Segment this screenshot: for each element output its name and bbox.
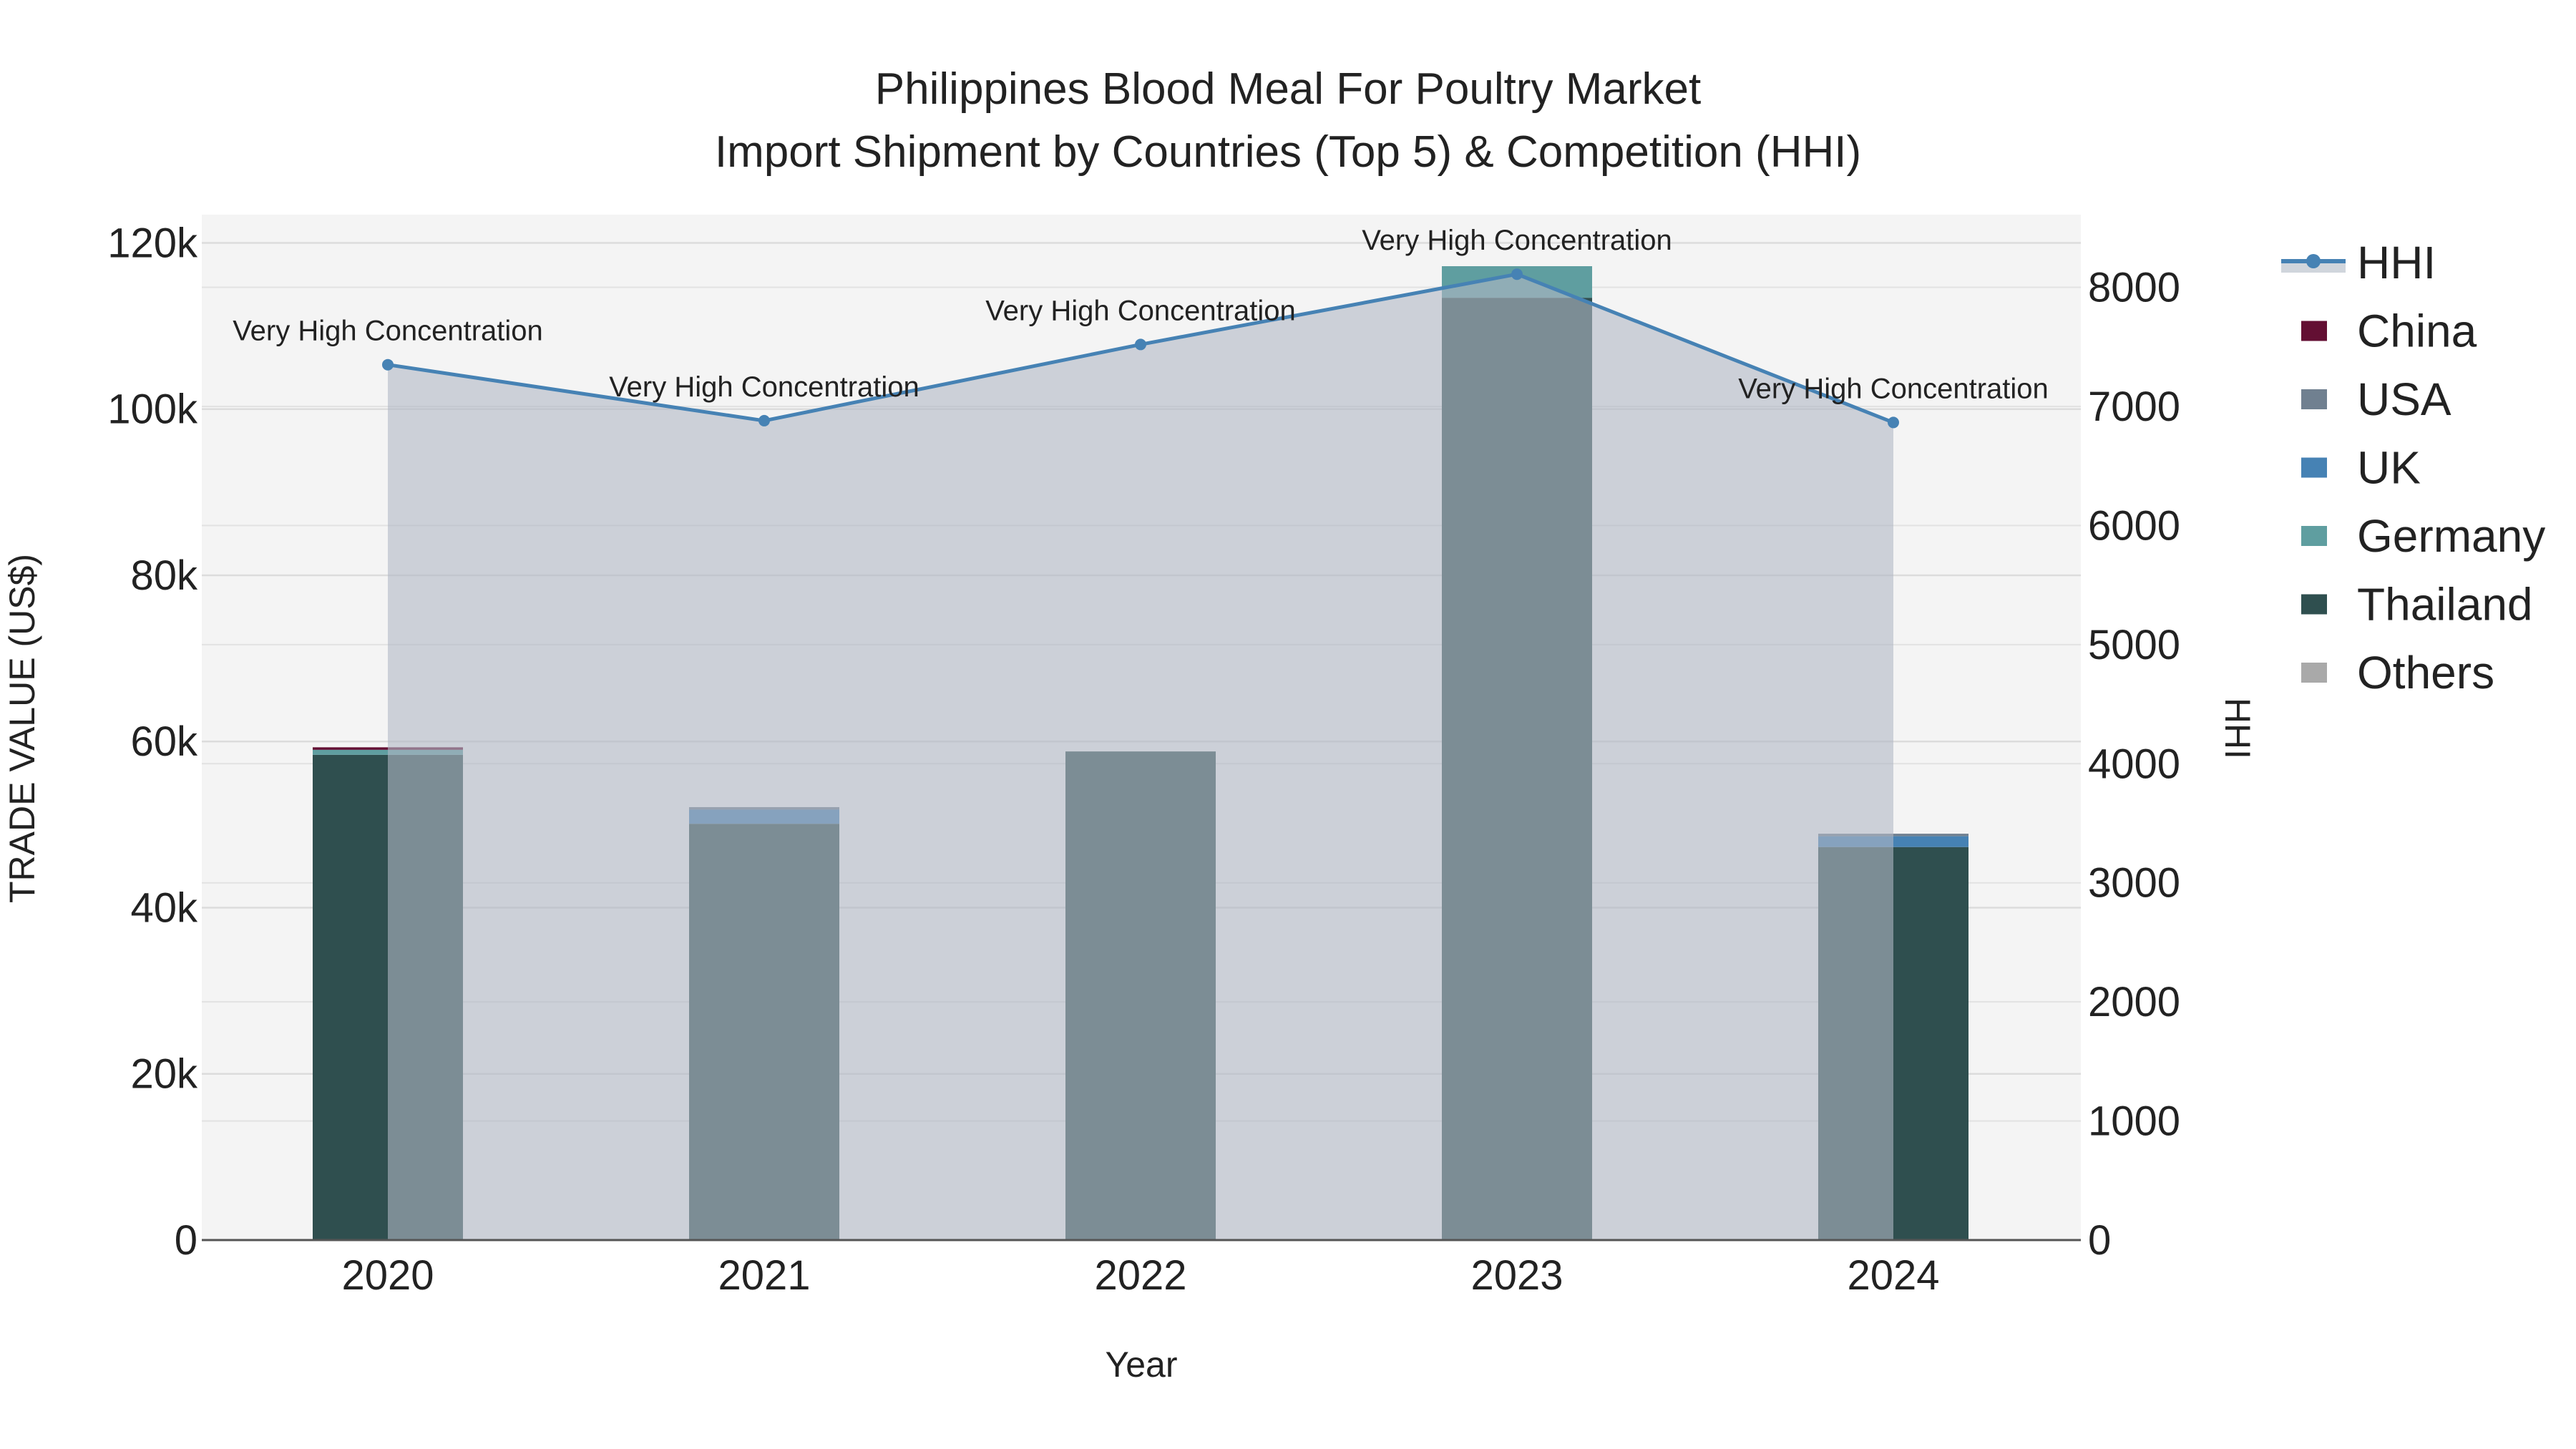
y2-tick-label: 7000 — [2088, 384, 2180, 430]
y2-tick-label: 3000 — [2088, 860, 2180, 907]
x-tick-label: 2022 — [1094, 1252, 1186, 1299]
legend-label-others: Others — [2357, 647, 2494, 698]
x-axis-label: Year — [1105, 1345, 1177, 1385]
y-tick-label: 40k — [130, 884, 198, 931]
y-tick-label: 0 — [175, 1217, 197, 1264]
hhi-annotation: Very High Concentration — [985, 295, 1296, 326]
y2-tick-label: 8000 — [2088, 265, 2180, 311]
chart-subtitle: Import Shipment by Countries (Top 5) & C… — [715, 127, 1861, 177]
hhi-point — [382, 358, 394, 371]
y-tick-label: 100k — [107, 386, 198, 433]
legend: HHI China USA UK Germany Thailand Others — [2281, 237, 2545, 698]
legend-swatch-uk — [2301, 457, 2327, 478]
hhi-annotation: Very High Concentration — [1362, 225, 1672, 256]
y-tick-label: 60k — [130, 718, 198, 765]
legend-label-thailand: Thailand — [2357, 579, 2533, 630]
legend-label-uk: UK — [2357, 442, 2421, 494]
y-tick-label: 20k — [130, 1051, 198, 1098]
hhi-point — [1511, 268, 1523, 280]
legend-label-hhi: HHI — [2357, 237, 2436, 288]
x-tick-label: 2020 — [341, 1252, 434, 1299]
y2-tick-label: 2000 — [2088, 979, 2180, 1025]
y-axis-label: TRADE VALUE (US$) — [2, 554, 42, 903]
hhi-point — [1888, 416, 1899, 429]
legend-label-germany: Germany — [2357, 510, 2545, 562]
y2-tick-label: 5000 — [2088, 622, 2180, 668]
legend-swatch-usa — [2301, 389, 2327, 409]
hhi-annotation: Very High Concentration — [233, 316, 543, 347]
x-tick-label: 2021 — [718, 1252, 810, 1299]
hhi-annotation: Very High Concentration — [1738, 373, 2049, 404]
hhi-area — [388, 274, 1893, 1241]
hhi-annotation: Very High Concentration — [609, 371, 919, 403]
y2-tick-label: 6000 — [2088, 502, 2180, 549]
y-tick-label: 120k — [107, 220, 198, 266]
hhi-series: Very High Concentration Very High Concent… — [233, 225, 2049, 1241]
x-tick-label: 2024 — [1847, 1252, 1939, 1299]
legend-swatch-others — [2301, 663, 2327, 683]
legend-swatch-thailand — [2301, 594, 2327, 615]
legend-swatch-china — [2301, 321, 2327, 341]
ticks: 0 1000 2000 3000 4000 5000 6000 7000 8000 0 20k 40k… — [107, 220, 2180, 1299]
x-tick-label: 2023 — [1470, 1252, 1563, 1299]
legend-label-usa: USA — [2357, 374, 2451, 425]
y2-axis-label: HHI — [2218, 698, 2258, 759]
chart-title: Philippines Blood Meal For Poultry Marke… — [875, 64, 1701, 114]
hhi-point — [758, 414, 770, 426]
y2-tick-label: 4000 — [2088, 741, 2180, 787]
y-tick-label: 80k — [130, 552, 198, 599]
legend-swatch-germany — [2301, 526, 2327, 546]
hhi-point — [1135, 338, 1146, 351]
legend-label-china: China — [2357, 306, 2477, 357]
y2-tick-label: 1000 — [2088, 1098, 2180, 1145]
y2-tick-label: 0 — [2088, 1217, 2111, 1264]
legend-hhi-marker — [2306, 254, 2321, 268]
